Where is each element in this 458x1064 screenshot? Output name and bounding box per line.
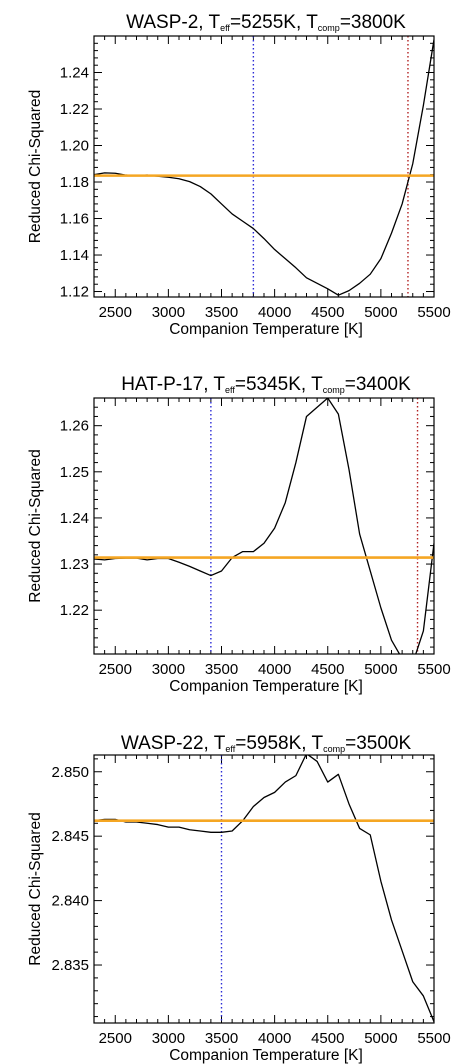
y-tick-label: 1.26 xyxy=(60,418,89,435)
x-tick-label: 2500 xyxy=(99,661,132,678)
y-tick-label: 2.835 xyxy=(51,957,89,974)
chi-squared-curve xyxy=(94,398,434,654)
y-tick-label: 2.850 xyxy=(51,764,89,781)
x-tick-label: 3000 xyxy=(152,661,185,678)
y-tick-label: 2.840 xyxy=(51,893,89,910)
y-tick-label: 1.20 xyxy=(60,138,89,155)
plot-frame xyxy=(93,754,435,1024)
y-tick-label: 1.22 xyxy=(60,602,89,619)
x-tick-label: 5000 xyxy=(364,304,397,321)
x-tick-label: 3000 xyxy=(152,1030,185,1047)
x-tick-label: 5500 xyxy=(417,304,450,321)
y-axis-label: Reduced Chi-Squared xyxy=(27,449,44,602)
x-tick-label: 4500 xyxy=(311,1030,344,1047)
x-tick-label: 4500 xyxy=(311,661,344,678)
chart-panel-3: WASP-22, Teff=5958K, Tcomp=3500K 2500 3000… xyxy=(27,733,451,1064)
x-tick-label: 3500 xyxy=(205,304,238,321)
y-tick-label: 1.24 xyxy=(60,65,89,82)
chi-squared-curve xyxy=(94,755,434,1022)
plot-frame xyxy=(93,35,435,298)
y-tick-label: 1.18 xyxy=(60,174,89,191)
chart-title: WASP-22, Teff=5958K, Tcomp=3500K xyxy=(121,733,412,754)
plot-frame xyxy=(93,397,435,655)
x-tick-label: 5500 xyxy=(417,1030,450,1047)
x-tick-label: 4000 xyxy=(258,304,291,321)
x-axis-label: Companion Temperature [K] xyxy=(169,321,363,338)
x-tick-label: 5000 xyxy=(364,661,397,678)
chart-title: WASP-2, Teff=5255K, Tcomp=3800K xyxy=(126,12,406,33)
x-tick-label: 2500 xyxy=(99,1030,132,1047)
x-tick-label: 5000 xyxy=(364,1030,397,1047)
x-tick-label: 4500 xyxy=(311,304,344,321)
x-tick-label: 5500 xyxy=(417,661,450,678)
x-tick-label: 3000 xyxy=(152,304,185,321)
x-axis-label: Companion Temperature [K] xyxy=(169,1047,363,1064)
y-tick-label: 1.23 xyxy=(60,556,89,573)
y-tick-label: 1.16 xyxy=(60,211,89,228)
x-tick-label: 3500 xyxy=(205,1030,238,1047)
x-axis-label: Companion Temperature [K] xyxy=(169,678,363,695)
chart-title: HAT-P-17, Teff=5345K, Tcomp=3400K xyxy=(121,374,411,395)
y-tick-label: 2.845 xyxy=(51,828,89,845)
chi-squared-curve xyxy=(94,39,434,296)
y-tick-label: 1.22 xyxy=(60,101,89,118)
x-tick-label: 2500 xyxy=(99,304,132,321)
y-axis-label: Reduced Chi-Squared xyxy=(27,812,44,965)
x-tick-label: 4000 xyxy=(258,1030,291,1047)
y-tick-label: 1.12 xyxy=(60,284,89,301)
chart-panel-1: WASP-2, Teff=5255K, Tcomp=3800K 2500 3000 3… xyxy=(27,12,451,338)
chart-panel-2: HAT-P-17, Teff=5345K, Tcomp=3400K 2500 300… xyxy=(27,374,451,695)
x-tick-label: 3500 xyxy=(205,661,238,678)
y-tick-label: 1.25 xyxy=(60,464,89,481)
y-axis-label: Reduced Chi-Squared xyxy=(27,90,44,243)
y-tick-label: 1.24 xyxy=(60,510,89,527)
x-tick-label: 4000 xyxy=(258,661,291,678)
y-tick-label: 1.14 xyxy=(60,247,89,264)
